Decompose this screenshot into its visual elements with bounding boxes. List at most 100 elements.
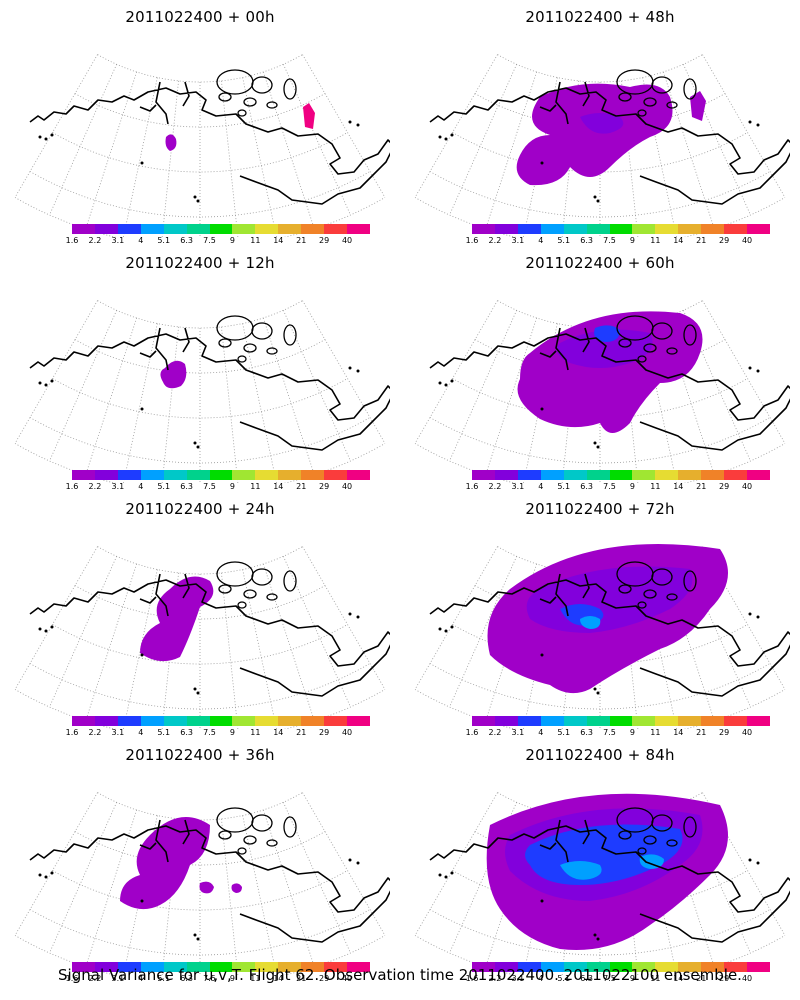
colorbar-tick-label: 3.1 [111,728,125,737]
colorbar-swatch [140,470,164,480]
colorbar-swatch [563,224,587,234]
colorbar-swatch [163,470,187,480]
colorbar-swatch [301,716,325,726]
aleutian-islands [38,120,360,203]
colorbar-swatch [724,716,748,726]
colorbar-tick-label: 3.1 [511,728,525,737]
colorbar-tick-label: 2.2 [488,728,502,737]
colorbar-tick-label: 21 [296,236,307,245]
colorbar-swatch [278,962,302,972]
map-panel: 2011022400 + 60h 1.6 2.2 3.1 4 5.1 6.3 7.5 9 11 14… [410,248,800,491]
colorbar-swatch [255,962,279,972]
colorbar-tick-label: 1.6 [65,728,79,737]
colorbar-swatch [232,224,256,234]
colorbar-swatch [632,962,656,972]
colorbar-swatch [494,716,518,726]
colorbar-swatch [255,716,279,726]
colorbar-tick-label: 9 [629,728,635,737]
aleutian-islands [38,612,360,695]
colorbar-tick-label: 2.2 [88,236,102,245]
colorbar [72,224,370,234]
colorbar-swatch [701,962,725,972]
arctic-islands [616,315,697,363]
colorbar-tick-label: 7.5 [603,482,616,491]
colorbar-swatch [301,470,325,480]
colorbar-tick-label: 14 [273,236,284,245]
colorbar-tick-label: 3.1 [511,236,525,245]
colorbar-tick-label: 6.3 [180,974,193,983]
colorbar-swatch [609,962,633,972]
colorbar-tick-label: 7.5 [203,236,216,245]
colorbar-tick-label: 9 [629,974,635,983]
colorbar-tick-label: 21 [296,974,307,983]
coastline [429,81,790,205]
colorbar-tick-label: 29 [719,974,730,983]
colorbar-tick-label: 11 [650,236,661,245]
aleutian-islands [38,366,360,449]
colorbar-swatch [632,224,656,234]
colorbar-swatch [72,716,95,726]
colorbar-swatch [517,470,541,480]
colorbar-swatch [540,716,564,726]
colorbar-tick-label: 4 [138,728,144,737]
arctic-islands [216,69,297,117]
colorbar-tick-label: 9 [629,482,635,491]
colorbar-swatch [255,470,279,480]
panel-title: 2011022400 + 60h [525,254,675,272]
colorbar-swatch [232,716,256,726]
colorbar-labels: 1.6 2.2 3.1 4 5.1 6.3 7.5 9 11 14 21 29 40 [466,236,770,246]
colorbar-swatch [140,716,164,726]
colorbar-tick-label: 1.6 [65,482,79,491]
colorbar-swatch [163,962,187,972]
map-panel: 2011022400 + 24h 1.6 2.2 3.1 4 5.1 6.3 7.5 9 11 14… [10,494,410,737]
colorbar-swatch [140,962,164,972]
arctic-islands [216,807,297,855]
colorbar-swatch [586,962,610,972]
colorbar-swatch [678,470,702,480]
panel-title: 2011022400 + 00h [125,8,275,26]
colorbar-swatch [186,962,210,972]
colorbar-tick-label: 11 [650,482,661,491]
colorbar-swatch [186,716,210,726]
colorbar-swatch [724,470,748,480]
colorbar-tick-label: 40 [741,974,753,983]
colorbar [472,962,770,972]
colorbar-tick-label: 6.3 [180,728,193,737]
colorbar-swatch [117,962,141,972]
colorbar-labels: 1.6 2.2 3.1 4 5.1 6.3 7.5 9 11 14 21 29 40 [466,728,770,738]
colorbar-swatch [186,470,210,480]
polar-map [14,792,390,975]
map-graticule [14,300,386,483]
colorbar-tick-label: 1.6 [465,236,479,245]
colorbar-tick-label: 14 [673,728,684,737]
panel-title: 2011022400 + 36h [125,746,275,764]
polar-map [414,544,790,729]
colorbar-swatch [301,962,325,972]
colorbar-swatch [301,224,325,234]
variance-field [120,817,242,910]
colorbar-swatch [678,224,702,234]
colorbar-swatch [747,224,770,234]
colorbar-tick-label: 11 [250,974,261,983]
panel-title: 2011022400 + 24h [125,500,275,518]
colorbar-swatch [209,470,233,480]
map-panel: 2011022400 + 48h 1.6 2.2 3.1 4 5.1 6.3 7.5 9 11 14… [410,2,800,245]
colorbar-swatch [278,716,302,726]
colorbar-tick-label: 21 [696,974,707,983]
colorbar-swatch [701,470,725,480]
colorbar-tick-label: 5.1 [557,482,571,491]
colorbar-tick-label: 1.6 [65,974,79,983]
arctic-islands [616,561,697,609]
polar-map [14,54,390,237]
colorbar-tick-label: 9 [229,974,235,983]
colorbar-tick-label: 29 [719,482,730,491]
colorbar-tick-label: 5.1 [157,974,171,983]
colorbar-tick-label: 5.1 [557,236,571,245]
colorbar-tick-label: 7.5 [603,728,616,737]
colorbar-labels: 1.6 2.2 3.1 4 5.1 6.3 7.5 9 11 14 21 29 40 [66,974,370,984]
colorbar-tick-label: 9 [229,236,235,245]
colorbar-tick-label: 2.2 [88,974,102,983]
colorbar-tick-label: 3.1 [511,482,525,491]
colorbar-swatch [517,716,541,726]
colorbar-swatch [324,962,348,972]
